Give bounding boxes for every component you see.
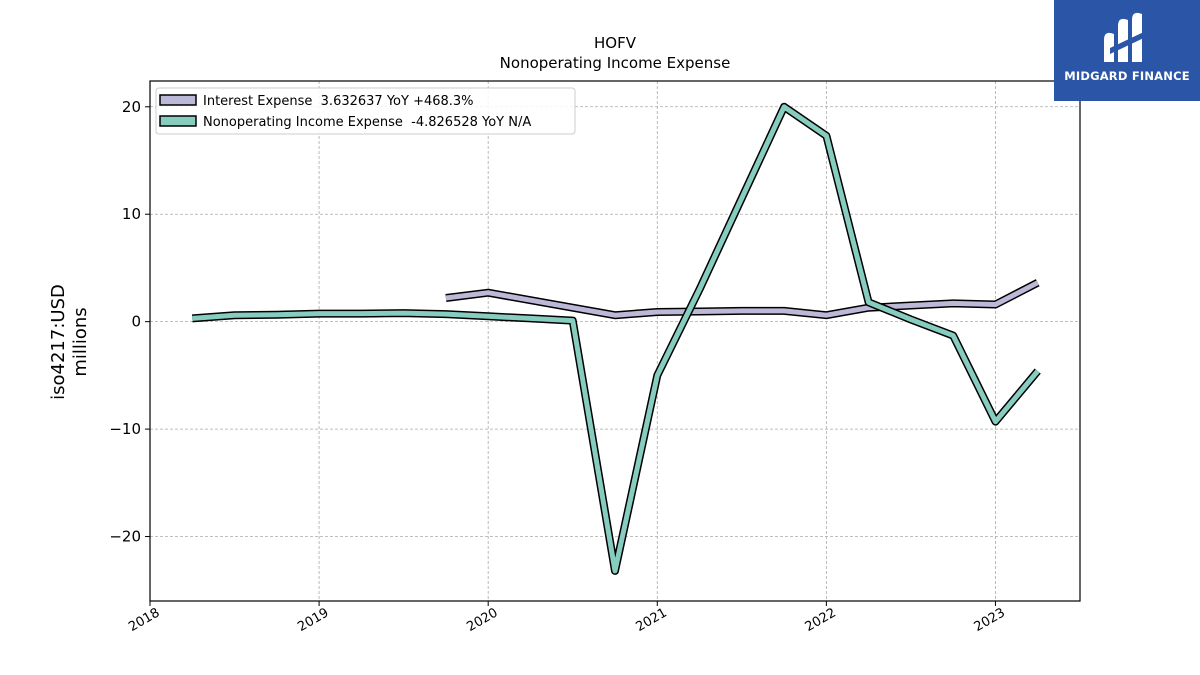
legend-label-2: Nonoperating Income Expense -4.826528 Yo…: [203, 115, 531, 130]
y-tick-label: 10: [122, 205, 141, 223]
brand-name: MIDGARD FINANCE: [1064, 69, 1190, 83]
series-1-line: [445, 280, 1039, 318]
x-tick-label: 2018: [126, 605, 162, 635]
y-tick-label: −10: [109, 420, 141, 438]
legend-swatch-1: [159, 94, 197, 106]
brand-logo: MIDGARD FINANCE: [1054, 0, 1200, 101]
x-tick-label: 2019: [295, 605, 331, 635]
y-axis: −20 −10 0 10 20: [109, 98, 150, 546]
chart-subtitle: Nonoperating Income Expense: [500, 54, 731, 72]
y-tick-label: 20: [122, 98, 141, 116]
series-2-line: [192, 104, 1040, 574]
chart-title: HOFV: [594, 34, 637, 52]
x-tick-label: 2023: [972, 605, 1008, 635]
series-layer: [191, 102, 1041, 575]
x-tick-label: 2020: [464, 605, 500, 635]
x-tick-label: 2021: [634, 605, 670, 635]
legend-swatch-2: [159, 115, 197, 127]
y-axis-label: iso4217:USD: [48, 284, 69, 400]
legend-label-1: Interest Expense 3.632637 YoY +468.3%: [203, 94, 474, 109]
grid: [149, 81, 1080, 601]
y-tick-label: −20: [109, 528, 141, 546]
x-tick-label: 2022: [803, 605, 839, 635]
brand-logo-icon: [1104, 12, 1148, 62]
y-tick-label: 0: [131, 313, 141, 331]
legend: Interest Expense 3.632637 YoY +468.3% Non…: [155, 87, 576, 135]
x-axis: 2018 2019 2020 2021 2022 2023: [126, 601, 1008, 635]
legend-box: [155, 87, 576, 135]
plot-frame: [149, 80, 1081, 602]
y-axis-unit-label: millions: [70, 307, 91, 376]
